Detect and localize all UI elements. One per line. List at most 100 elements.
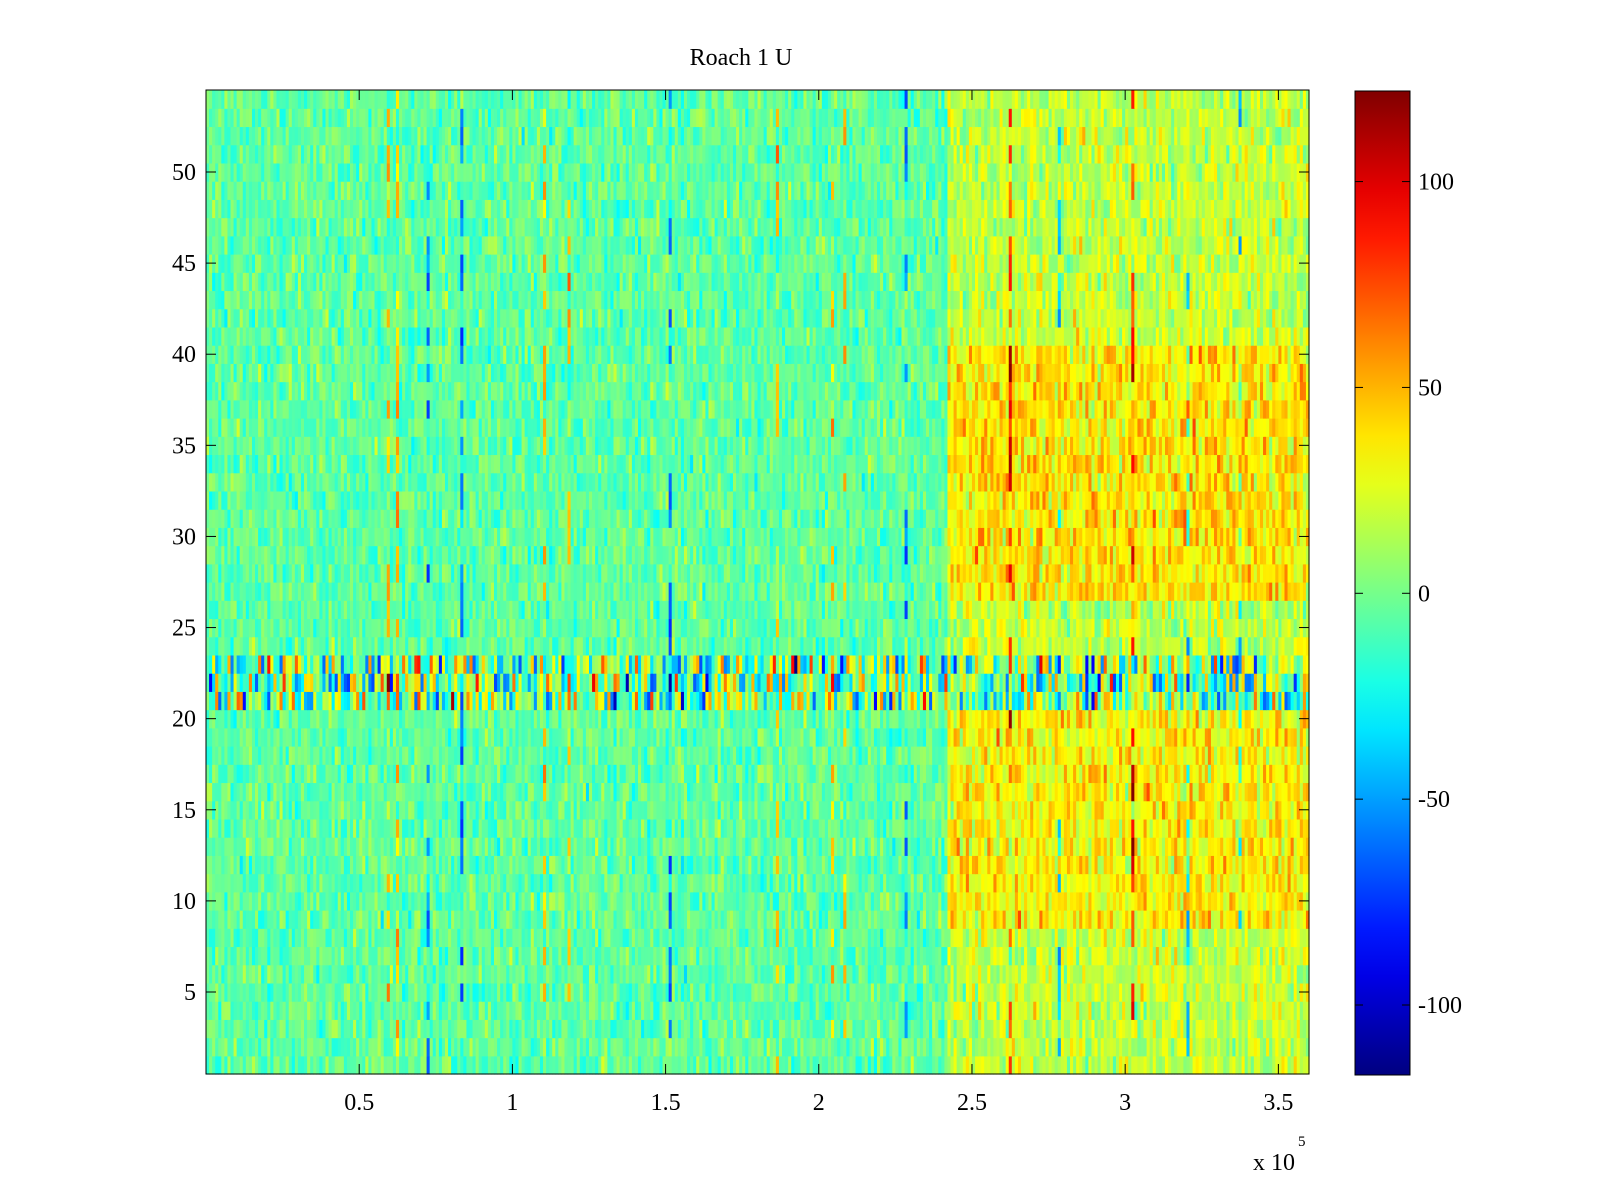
heatmap-cell bbox=[1054, 873, 1059, 893]
heatmap-cell bbox=[827, 891, 832, 911]
heatmap-cell bbox=[500, 1037, 504, 1057]
heatmap-cell bbox=[1198, 964, 1203, 984]
heatmap-cell bbox=[1140, 1019, 1145, 1039]
heatmap-cell bbox=[258, 910, 262, 929]
heatmap-cell bbox=[1005, 1001, 1010, 1020]
heatmap-cell bbox=[763, 873, 768, 893]
heatmap-cell bbox=[555, 837, 559, 856]
heatmap-cell bbox=[588, 1037, 593, 1057]
heatmap-cell bbox=[383, 910, 388, 929]
heatmap-cell bbox=[426, 928, 431, 948]
heatmap-cell bbox=[487, 873, 492, 893]
heatmap-cell bbox=[1186, 982, 1191, 1002]
heatmap-cell bbox=[1033, 946, 1037, 966]
heatmap-cell bbox=[444, 910, 449, 929]
heatmap-cell bbox=[748, 1001, 752, 1020]
heatmap-cell bbox=[671, 818, 676, 838]
heatmap-cell bbox=[913, 1037, 918, 1057]
heatmap-cell bbox=[337, 1037, 342, 1057]
heatmap-cell bbox=[815, 1055, 820, 1075]
heatmap-cell bbox=[402, 982, 406, 1002]
heatmap-cell bbox=[444, 928, 449, 948]
heatmap-cell bbox=[1155, 873, 1160, 893]
heatmap-cell bbox=[1223, 1037, 1227, 1057]
heatmap-cell bbox=[444, 855, 449, 875]
heatmap-cell bbox=[325, 946, 330, 966]
heatmap-cell bbox=[1146, 1037, 1151, 1057]
heatmap-cell bbox=[337, 964, 342, 984]
heatmap-cell bbox=[1226, 1001, 1230, 1020]
heatmap-cell bbox=[255, 891, 259, 911]
heatmap-cell bbox=[699, 837, 703, 856]
heatmap-cell bbox=[276, 910, 281, 929]
heatmap-cell bbox=[328, 964, 333, 984]
heatmap-cell bbox=[218, 946, 222, 966]
heatmap-cell bbox=[233, 837, 238, 856]
heatmap-cell bbox=[294, 928, 299, 948]
heatmap-cell bbox=[708, 1001, 713, 1020]
heatmap-cell bbox=[221, 818, 225, 838]
heatmap-cell bbox=[1125, 946, 1129, 966]
heatmap-cell bbox=[619, 982, 624, 1002]
heatmap-cell bbox=[616, 1055, 621, 1075]
heatmap-cell bbox=[582, 891, 587, 911]
heatmap-cell bbox=[975, 837, 979, 856]
heatmap-cell bbox=[414, 1001, 418, 1020]
heatmap-cell bbox=[1042, 873, 1047, 893]
heatmap-cell bbox=[527, 818, 532, 838]
heatmap-cell bbox=[218, 891, 222, 911]
heatmap-cell bbox=[380, 1001, 385, 1020]
heatmap-cell bbox=[705, 1019, 710, 1039]
heatmap-cell bbox=[818, 928, 823, 948]
heatmap-cell bbox=[631, 964, 636, 984]
heatmap-cell bbox=[1259, 964, 1264, 984]
heatmap-cell bbox=[236, 910, 241, 929]
heatmap-cell bbox=[683, 964, 688, 984]
heatmap-cell bbox=[1177, 946, 1181, 966]
heatmap-cell bbox=[451, 946, 455, 966]
heatmap-cell bbox=[815, 1019, 820, 1039]
heatmap-cell bbox=[316, 946, 320, 966]
heatmap-cell bbox=[1100, 855, 1105, 875]
heatmap-cell bbox=[1119, 982, 1123, 1002]
heatmap-cell bbox=[328, 982, 333, 1002]
heatmap-cell bbox=[1192, 1037, 1197, 1057]
heatmap-cell bbox=[803, 1019, 808, 1039]
heatmap-cell bbox=[723, 818, 728, 838]
heatmap-cell bbox=[350, 1001, 354, 1020]
heatmap-cell bbox=[889, 928, 893, 948]
heatmap-cell bbox=[1305, 837, 1310, 856]
heatmap-cell bbox=[457, 982, 461, 1002]
heatmap-cell bbox=[604, 928, 608, 948]
heatmap-cell bbox=[745, 982, 749, 1002]
heatmap-cell bbox=[221, 910, 225, 929]
heatmap-cell bbox=[585, 964, 590, 984]
heatmap-cell bbox=[938, 1019, 942, 1039]
heatmap-cell bbox=[395, 946, 400, 966]
heatmap-cell bbox=[251, 982, 256, 1002]
heatmap-cell bbox=[533, 1055, 538, 1075]
heatmap-cell bbox=[732, 1055, 737, 1075]
heatmap-cell bbox=[227, 946, 232, 966]
heatmap-cell bbox=[567, 964, 572, 984]
heatmap-cell bbox=[215, 946, 219, 966]
heatmap-cell bbox=[1051, 837, 1056, 856]
heatmap-cell bbox=[852, 982, 857, 1002]
heatmap-cell bbox=[748, 928, 752, 948]
heatmap-cell bbox=[573, 837, 578, 856]
heatmap-cell bbox=[524, 873, 529, 893]
heatmap-cell bbox=[239, 964, 244, 984]
heatmap-cell bbox=[546, 910, 550, 929]
heatmap-cell bbox=[1109, 910, 1114, 929]
heatmap-cell bbox=[316, 891, 320, 911]
heatmap-cell bbox=[1247, 928, 1252, 948]
heatmap-cell bbox=[1180, 873, 1184, 893]
heatmap-cell bbox=[1183, 1001, 1188, 1020]
heatmap-cell bbox=[1020, 964, 1025, 984]
heatmap-cell bbox=[616, 910, 621, 929]
heatmap-cell bbox=[1020, 1019, 1025, 1039]
heatmap-cell bbox=[1033, 928, 1037, 948]
heatmap-cell bbox=[343, 910, 348, 929]
heatmap-cell bbox=[1076, 873, 1080, 893]
heatmap-cell bbox=[1207, 964, 1212, 984]
